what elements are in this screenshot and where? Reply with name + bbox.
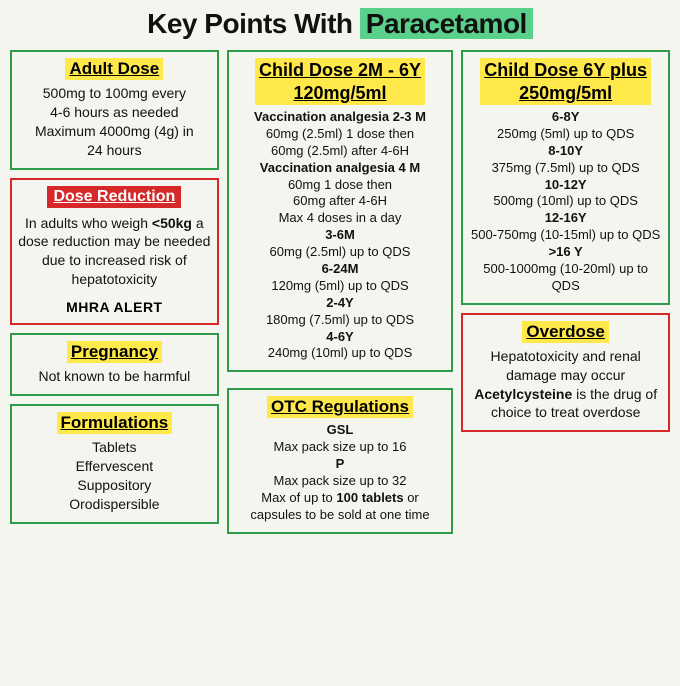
c6p-title-l2: 250mg/5ml <box>484 82 647 105</box>
formulations-title: Formulations <box>57 412 173 434</box>
child-2m-6y-body: Vaccination analgesia 2-3 M 60mg (2.5ml)… <box>235 109 446 362</box>
c26-h4: 6-24M <box>235 261 446 278</box>
otc-box: OTC Regulations GSL Max pack size up to … <box>227 388 454 533</box>
c26-title-l2: 120mg/5ml <box>259 82 421 105</box>
page-title: Key Points With Paracetamol <box>10 8 670 40</box>
adult-dose-box: Adult Dose 500mg to 100mg every 4-6 hour… <box>10 50 219 170</box>
pregnancy-title: Pregnancy <box>67 341 162 363</box>
c26-title-l1: Child Dose 2M - 6Y <box>259 59 421 82</box>
c6p-l5: 500-1000mg (10-20ml) up to QDS <box>469 261 662 295</box>
pregnancy-box: Pregnancy Not known to be harmful <box>10 333 219 396</box>
c6p-l2: 375mg (7.5ml) up to QDS <box>469 160 662 177</box>
od-l1: Hepatotoxicity and renal damage may occu… <box>469 347 662 385</box>
form-item-2: Suppository <box>18 476 211 495</box>
dose-reduction-box: Dose Reduction In adults who weigh <50kg… <box>10 178 219 326</box>
c26-h6: 4-6Y <box>235 329 446 346</box>
formulations-body: Tablets Effervescent Suppository Orodisp… <box>18 438 211 514</box>
adult-dose-body: 500mg to 100mg every 4-6 hours as needed… <box>18 84 211 160</box>
overdose-box: Overdose Hepatotoxicity and renal damage… <box>461 313 670 433</box>
otc-l3-pre: Max of up to <box>261 490 336 505</box>
title-highlight: Paracetamol <box>360 8 533 39</box>
form-item-3: Orodispersible <box>18 495 211 514</box>
right-column: Child Dose 6Y plus 250mg/5ml 6-8Y 250mg … <box>461 50 670 432</box>
otc-l3: Max of up to 100 tablets or capsules to … <box>235 490 446 524</box>
c6p-h4: 12-16Y <box>469 210 662 227</box>
form-item-1: Effervescent <box>18 457 211 476</box>
c26-l6: 240mg (10ml) up to QDS <box>235 345 446 362</box>
child-6y-body: 6-8Y 250mg (5ml) up to QDS 8-10Y 375mg (… <box>469 109 662 295</box>
c26-h2: Vaccination analgesia 4 M <box>235 160 446 177</box>
adult-dose-l2: 4-6 hours as needed <box>18 103 211 122</box>
od-l2-bold: Acetylcysteine <box>474 386 572 402</box>
form-item-0: Tablets <box>18 438 211 457</box>
child-2m-6y-box: Child Dose 2M - 6Y 120mg/5ml Vaccination… <box>227 50 454 372</box>
c26-h1: Vaccination analgesia 2-3 M <box>235 109 446 126</box>
otc-l1: Max pack size up to 16 <box>235 439 446 456</box>
od-l2: Acetylcysteine is the drug of choice to … <box>469 385 662 423</box>
dose-reduction-title: Dose Reduction <box>47 186 181 208</box>
content-grid: Adult Dose 500mg to 100mg every 4-6 hour… <box>10 50 670 534</box>
otc-h1: GSL <box>235 422 446 439</box>
overdose-body: Hepatotoxicity and renal damage may occu… <box>469 347 662 423</box>
adult-dose-title: Adult Dose <box>65 58 163 80</box>
c26-h5: 2-4Y <box>235 295 446 312</box>
pregnancy-body: Not known to be harmful <box>18 367 211 386</box>
c6p-l4: 500-750mg (10-15ml) up to QDS <box>469 227 662 244</box>
c26-l3: 60mg (2.5ml) up to QDS <box>235 244 446 261</box>
adult-dose-l4: 24 hours <box>18 141 211 160</box>
mhra-alert: MHRA ALERT <box>18 299 211 315</box>
otc-title: OTC Regulations <box>267 396 413 418</box>
c26-h3: 3-6M <box>235 227 446 244</box>
left-column: Adult Dose 500mg to 100mg every 4-6 hour… <box>10 50 219 524</box>
otc-h2: P <box>235 456 446 473</box>
c6p-l1: 250mg (5ml) up to QDS <box>469 126 662 143</box>
c6p-l3: 500mg (10ml) up to QDS <box>469 193 662 210</box>
c26-l5: 180mg (7.5ml) up to QDS <box>235 312 446 329</box>
otc-body: GSL Max pack size up to 16 P Max pack si… <box>235 422 446 523</box>
c6p-h2: 8-10Y <box>469 143 662 160</box>
c6p-h3: 10-12Y <box>469 177 662 194</box>
mid-column: Child Dose 2M - 6Y 120mg/5ml Vaccination… <box>227 50 454 534</box>
child-6y-title: Child Dose 6Y plus 250mg/5ml <box>480 58 651 105</box>
otc-l3-bold: 100 tablets <box>336 490 403 505</box>
c26-l1a: 60mg (2.5ml) 1 dose then <box>235 126 446 143</box>
c6p-h1: 6-8Y <box>469 109 662 126</box>
child-6y-plus-box: Child Dose 6Y plus 250mg/5ml 6-8Y 250mg … <box>461 50 670 305</box>
overdose-title: Overdose <box>522 321 608 343</box>
dr-bold: <50kg <box>152 215 192 231</box>
c6p-h5: >16 Y <box>469 244 662 261</box>
adult-dose-l1: 500mg to 100mg every <box>18 84 211 103</box>
adult-dose-l3: Maximum 4000mg (4g) in <box>18 122 211 141</box>
c26-l2a: 60mg 1 dose then <box>235 177 446 194</box>
c26-l2c: Max 4 doses in a day <box>235 210 446 227</box>
title-prefix: Key Points With <box>147 8 360 39</box>
dose-reduction-body: In adults who weigh <50kg a dose reducti… <box>18 214 211 290</box>
child-2m-6y-title: Child Dose 2M - 6Y 120mg/5ml <box>255 58 425 105</box>
c6p-title-l1: Child Dose 6Y plus <box>484 59 647 82</box>
formulations-box: Formulations Tablets Effervescent Suppos… <box>10 404 219 524</box>
c26-l4: 120mg (5ml) up to QDS <box>235 278 446 295</box>
otc-l2: Max pack size up to 32 <box>235 473 446 490</box>
dr-pre: In adults who weigh <box>25 215 152 231</box>
c26-l2b: 60mg after 4-6H <box>235 193 446 210</box>
c26-l1b: 60mg (2.5ml) after 4-6H <box>235 143 446 160</box>
